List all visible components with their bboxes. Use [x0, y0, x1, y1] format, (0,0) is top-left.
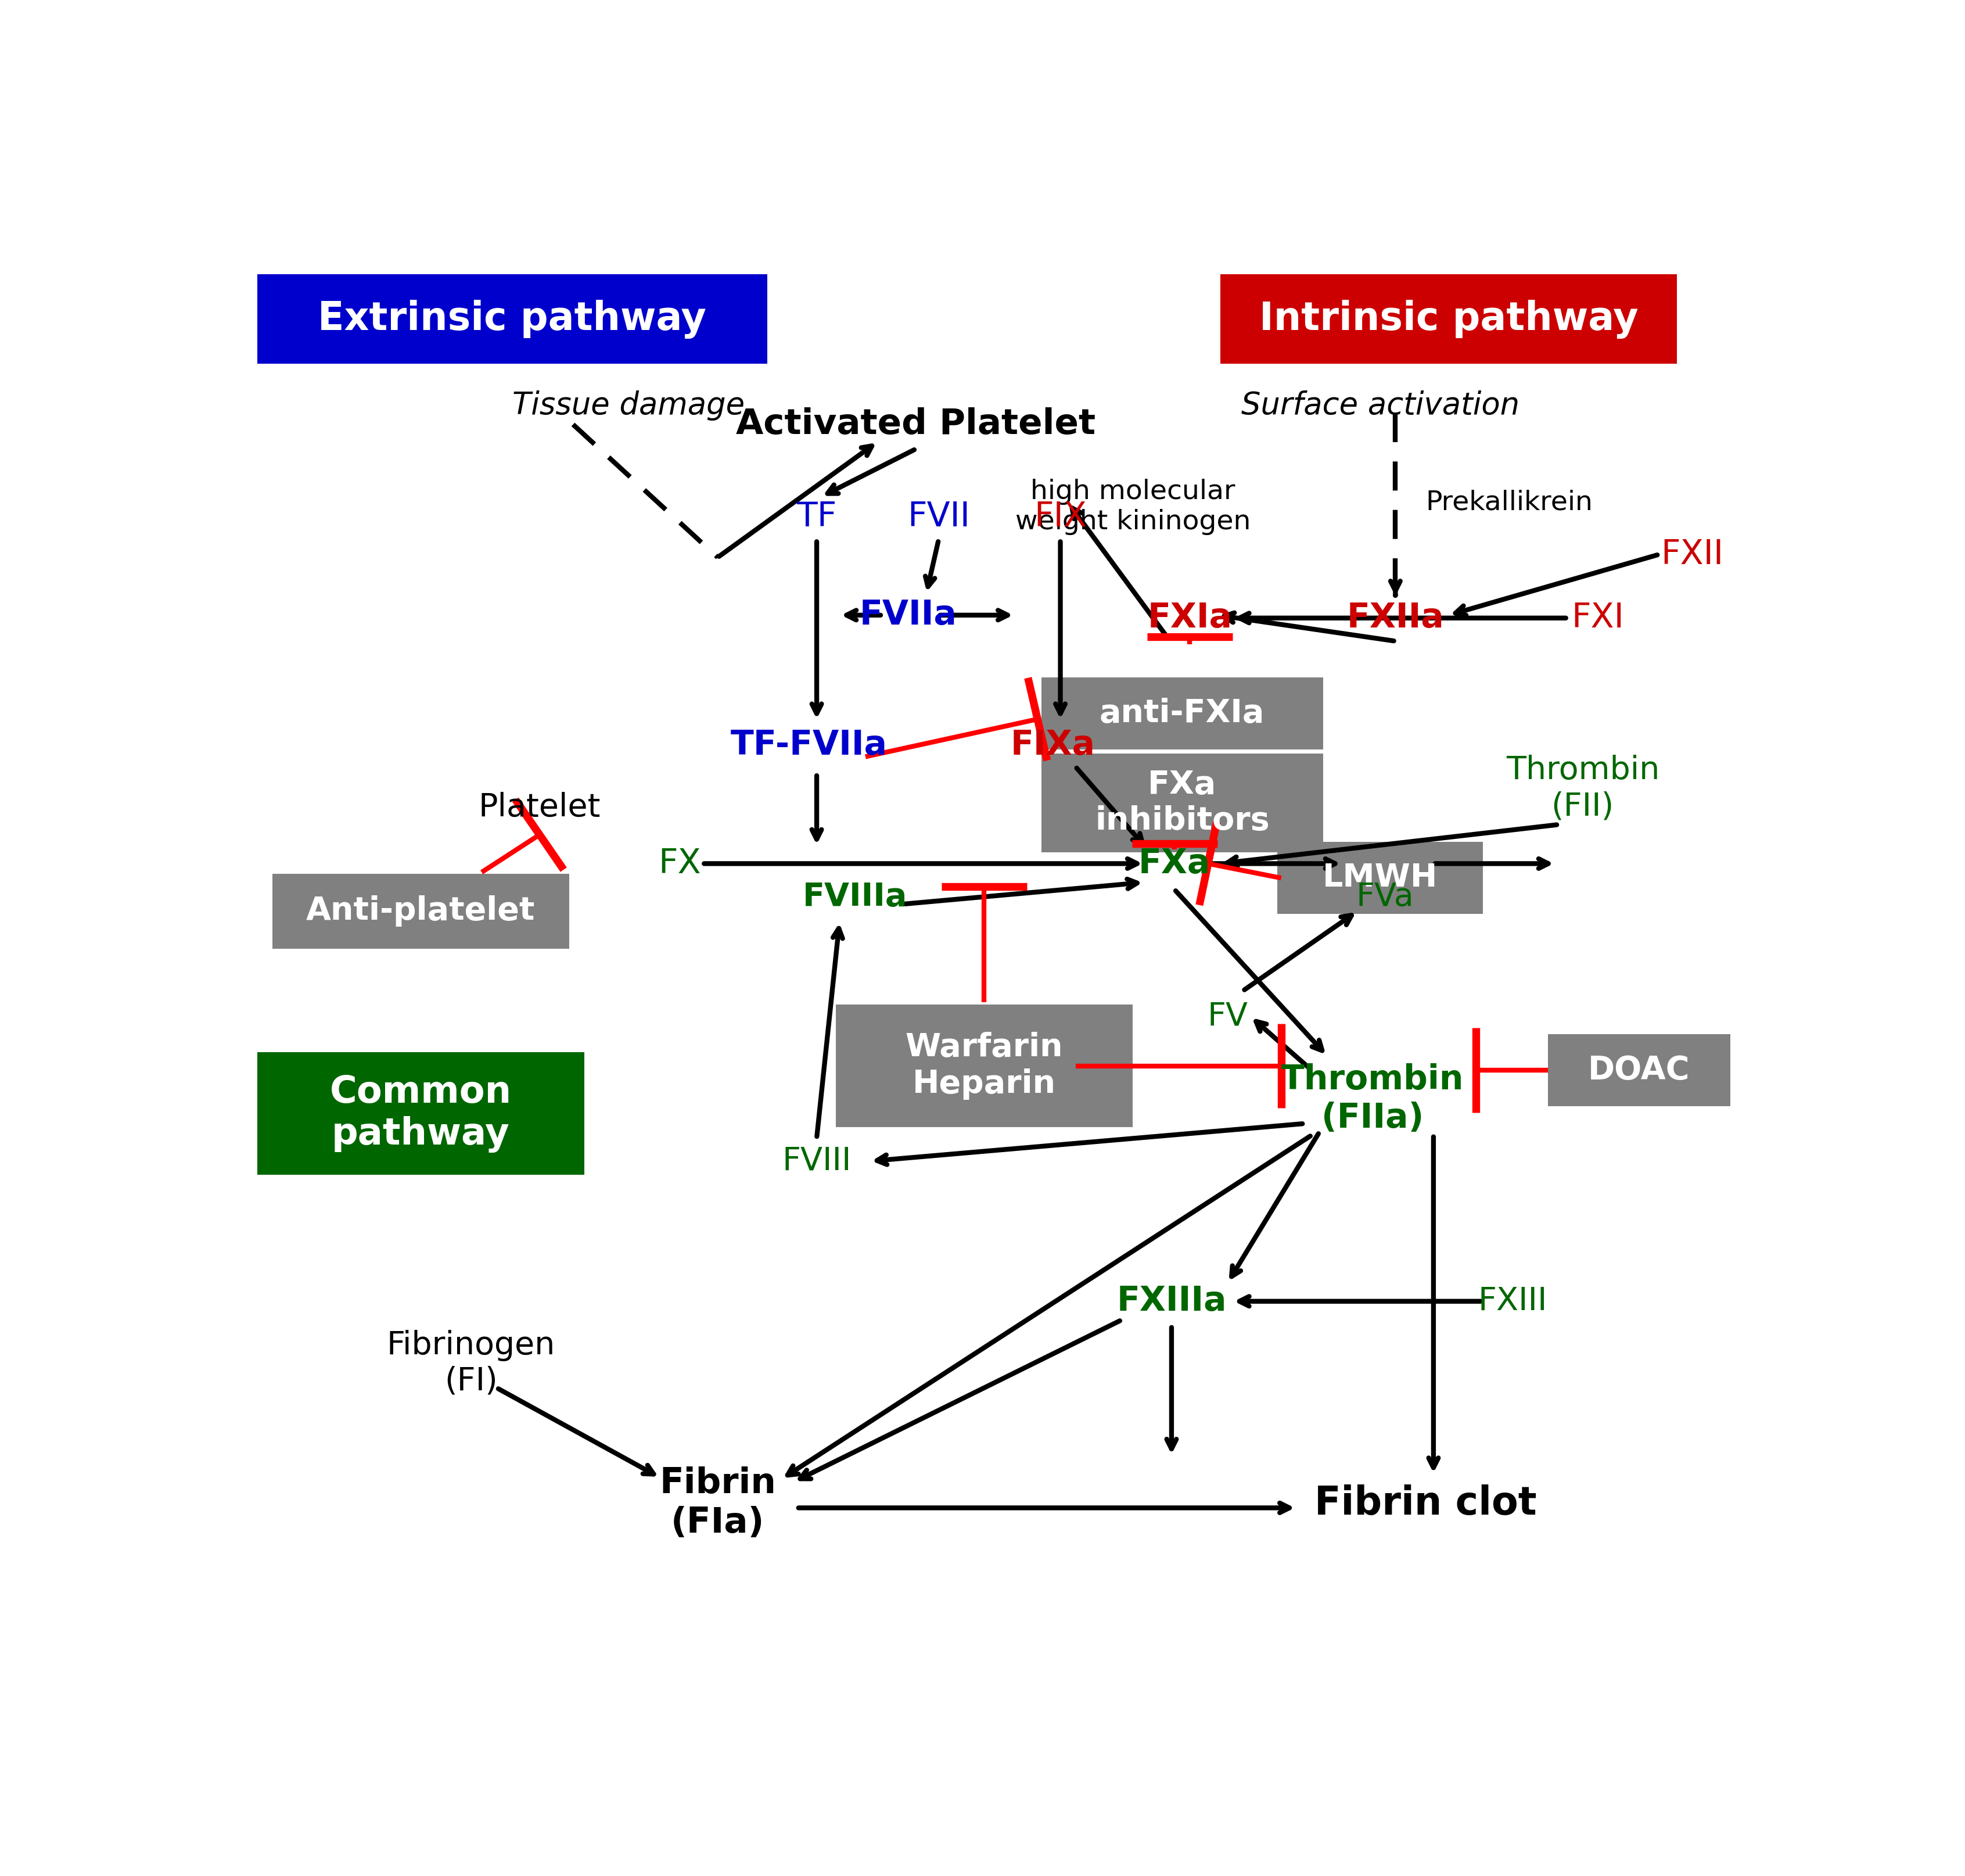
Text: Intrinsic pathway: Intrinsic pathway — [1260, 300, 1639, 338]
Text: Thrombin
(FII): Thrombin (FII) — [1505, 754, 1660, 822]
Text: Activated Platelet: Activated Platelet — [735, 407, 1096, 441]
FancyBboxPatch shape — [835, 1004, 1132, 1127]
Text: FVIIIa: FVIIIa — [802, 882, 908, 912]
FancyBboxPatch shape — [1041, 677, 1322, 750]
Text: DOAC: DOAC — [1588, 1054, 1690, 1086]
Text: Platelet: Platelet — [477, 792, 601, 824]
Text: Thrombin
(FIIa): Thrombin (FIIa) — [1281, 1064, 1464, 1135]
Text: FXIIa: FXIIa — [1346, 602, 1444, 634]
Text: Common
pathway: Common pathway — [330, 1075, 511, 1152]
Text: FVIII: FVIII — [782, 1146, 851, 1176]
Text: FXI: FXI — [1572, 602, 1625, 634]
Text: TF-FVIIa: TF-FVIIa — [731, 728, 888, 762]
FancyBboxPatch shape — [1220, 274, 1678, 364]
Text: FX: FX — [658, 848, 702, 880]
Text: Prekallikrein: Prekallikrein — [1427, 490, 1594, 516]
Text: FXa: FXa — [1138, 848, 1210, 880]
Text: FXII: FXII — [1660, 538, 1723, 570]
Text: Tissue damage: Tissue damage — [513, 390, 745, 420]
FancyBboxPatch shape — [1548, 1034, 1731, 1107]
Text: FIXa: FIXa — [1010, 728, 1095, 762]
Text: Extrinsic pathway: Extrinsic pathway — [318, 300, 705, 338]
Text: Anti-platelet: Anti-platelet — [307, 895, 534, 927]
Text: FVa: FVa — [1356, 882, 1413, 912]
Text: FIX: FIX — [1034, 501, 1087, 533]
Text: TF: TF — [796, 501, 837, 533]
Text: Fibrinogen
(FI): Fibrinogen (FI) — [387, 1330, 556, 1398]
Text: Fibrin
(FIa): Fibrin (FIa) — [660, 1467, 776, 1540]
Text: FXa
inhibitors: FXa inhibitors — [1095, 769, 1269, 837]
Text: FVII: FVII — [908, 501, 971, 533]
Text: Warfarin
Heparin: Warfarin Heparin — [906, 1032, 1063, 1099]
Text: FXIIIa: FXIIIa — [1116, 1285, 1226, 1317]
FancyBboxPatch shape — [257, 274, 766, 364]
Text: Surface activation: Surface activation — [1242, 390, 1519, 420]
Text: FV: FV — [1208, 1002, 1248, 1032]
FancyBboxPatch shape — [1277, 842, 1484, 914]
FancyBboxPatch shape — [257, 1052, 584, 1174]
Text: high molecular
weight kininogen: high molecular weight kininogen — [1016, 478, 1252, 535]
Text: FXIII: FXIII — [1478, 1285, 1546, 1317]
Text: anti-FXIa: anti-FXIa — [1100, 698, 1265, 730]
FancyBboxPatch shape — [273, 874, 570, 949]
Text: LMWH: LMWH — [1322, 863, 1438, 893]
FancyBboxPatch shape — [1041, 754, 1322, 852]
Text: FVIIa: FVIIa — [859, 598, 957, 632]
Text: Fibrin clot: Fibrin clot — [1315, 1484, 1537, 1523]
Text: FXIa: FXIa — [1148, 602, 1232, 634]
